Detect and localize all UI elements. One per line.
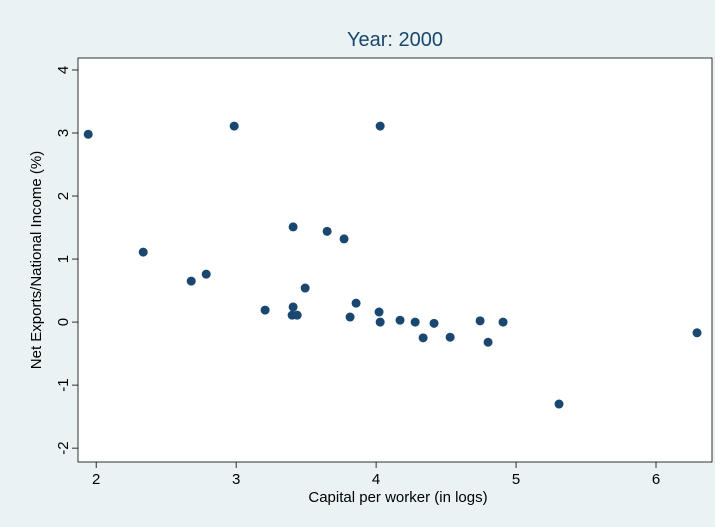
y-tick-label: 3 [55, 129, 72, 137]
point [418, 333, 428, 343]
point [83, 129, 93, 139]
y-tick-label: 0 [55, 318, 72, 326]
chart-title: Year: 2000 [347, 29, 443, 51]
x-tick-label: 3 [232, 471, 240, 488]
point [138, 247, 148, 257]
point [483, 337, 493, 347]
point [201, 269, 211, 279]
point [186, 276, 196, 286]
point [345, 312, 355, 322]
point [322, 226, 332, 236]
y-tick-label: 2 [55, 192, 72, 200]
x-tick-label: 4 [372, 471, 380, 488]
point [292, 310, 302, 320]
x-tick-label: 2 [92, 471, 100, 488]
point [351, 298, 361, 308]
point [339, 234, 349, 244]
point [375, 317, 385, 327]
point [692, 328, 702, 338]
point [374, 307, 384, 317]
x-tick-label: 5 [512, 471, 520, 488]
x-axis-label: Capital per worker (in logs) [308, 489, 487, 506]
point [229, 121, 239, 131]
point [260, 305, 270, 315]
point [300, 283, 310, 293]
point [498, 317, 508, 327]
x-tick-label: 6 [652, 471, 660, 488]
point [429, 318, 439, 328]
plot-area [77, 57, 713, 463]
point [445, 332, 455, 342]
point [395, 315, 405, 325]
y-axis-label: Net Exports/National Income (%) [28, 151, 45, 369]
y-tick-label: 4 [55, 66, 72, 74]
point [475, 316, 485, 326]
point [288, 302, 298, 312]
y-tick-label: 1 [55, 255, 72, 263]
y-tick-label: -2 [55, 441, 72, 454]
point [554, 399, 564, 409]
point [288, 222, 298, 232]
y-tick-label: -1 [55, 378, 72, 391]
point [410, 317, 420, 327]
point [375, 121, 385, 131]
